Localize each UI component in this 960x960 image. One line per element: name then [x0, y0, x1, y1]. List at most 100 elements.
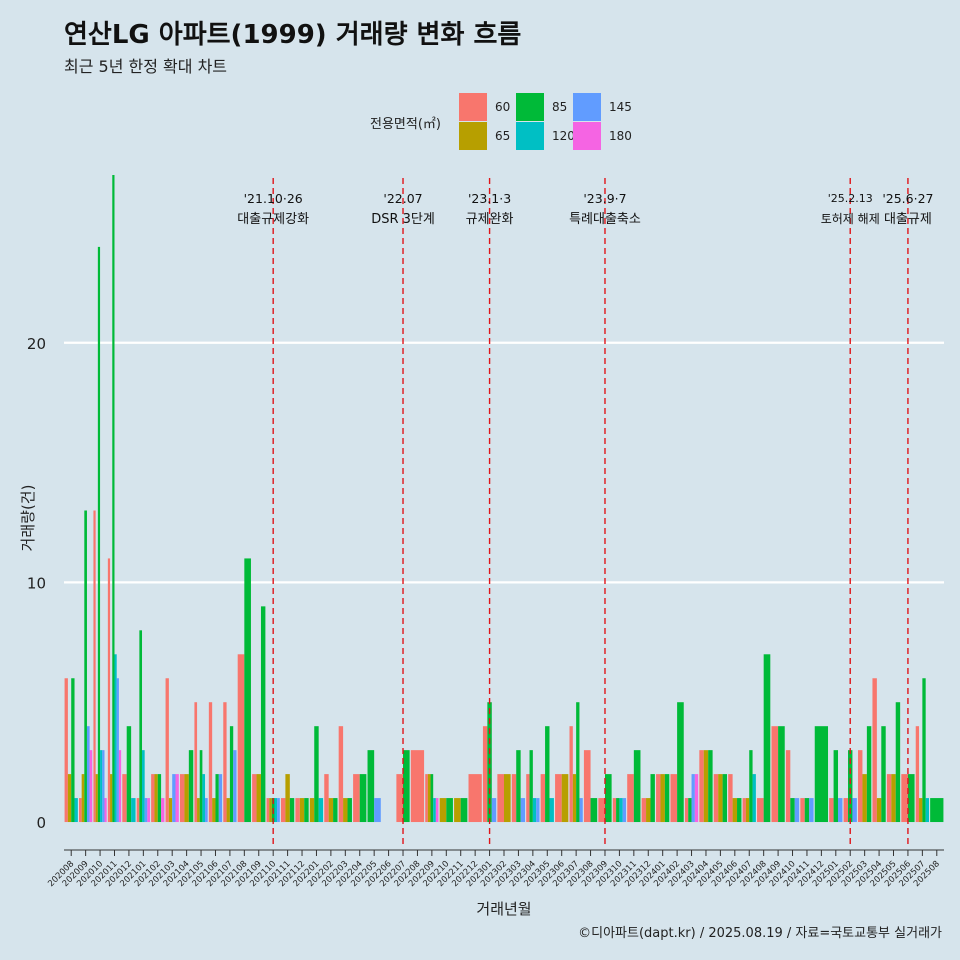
bar-202307-145	[579, 798, 583, 823]
annotation-label: 규제완화	[466, 212, 514, 227]
bar-202402-85	[677, 702, 684, 823]
bar-202501-85	[833, 750, 839, 823]
bar-202405-60	[713, 774, 719, 823]
bar-202401-60	[656, 774, 661, 823]
bar-202103-180	[175, 774, 179, 823]
legend-label: 65	[495, 129, 511, 143]
bar-202408-85	[763, 654, 771, 823]
bar-202209-180	[435, 798, 439, 823]
bar-202403-60	[684, 798, 689, 823]
bar-202010-85	[97, 246, 101, 823]
bar-202109-65	[256, 774, 261, 823]
bar-202011-60	[107, 558, 111, 823]
bar-202504-85	[881, 726, 886, 823]
bar-202203-85	[347, 798, 352, 823]
bar-202501-145	[838, 798, 843, 823]
bar-202405-85	[722, 774, 728, 823]
bar-202107-65	[226, 798, 230, 823]
bar-202404-65	[703, 750, 709, 823]
bar-202307-85	[576, 702, 580, 823]
bar-202508-85	[930, 798, 944, 823]
bar-202204-85	[359, 774, 367, 823]
y-tick-label: 20	[27, 335, 46, 353]
annotation-label: 대출규제강화	[237, 212, 309, 227]
bar-202507-85	[922, 678, 926, 823]
bar-202201-65	[309, 798, 315, 823]
bar-202302-65	[504, 774, 511, 823]
bar-202209-65	[427, 774, 431, 823]
bar-202207-85	[403, 750, 410, 823]
bar-202504-60	[872, 678, 877, 823]
bar-202209-85	[430, 774, 434, 823]
legend-label: 60	[495, 100, 511, 114]
bar-202408-60	[757, 798, 764, 823]
bar-202008-60	[64, 678, 68, 823]
bar-202506-85	[907, 774, 915, 823]
bar-202504-65	[876, 798, 882, 823]
bar-202403-145	[691, 774, 695, 823]
bar-202012-60	[122, 774, 127, 823]
bar-202312-85	[650, 774, 655, 823]
bar-202102-65	[154, 774, 158, 823]
legend-item-120: 120	[516, 122, 575, 150]
bar-202410-85	[790, 798, 795, 823]
bar-202104-60	[179, 774, 185, 823]
bar-202406-60	[728, 774, 733, 823]
bar-202209-120	[433, 798, 436, 823]
bar-202010-120	[100, 750, 103, 823]
bars	[64, 175, 944, 823]
bar-202106-65	[212, 798, 216, 823]
bar-202403-180	[694, 774, 699, 823]
bar-202106-145	[218, 774, 223, 823]
bar-202503-85	[866, 726, 872, 823]
legend-swatch	[573, 93, 601, 121]
annotation-label: 대출규제	[884, 212, 932, 227]
bar-202204-60	[353, 774, 360, 823]
annotation-date: '25.6·27	[882, 191, 933, 206]
bar-202307-65	[572, 774, 577, 823]
bar-202012-85	[126, 726, 132, 823]
bar-202009-180	[89, 750, 93, 823]
legend-label: 145	[609, 100, 632, 114]
legend-item-145: 145	[573, 93, 632, 121]
bar-202202-85	[333, 798, 338, 823]
bar-202309-60	[598, 798, 605, 823]
bar-202209-60	[425, 774, 428, 823]
bar-202310-85	[616, 798, 620, 823]
bar-202312-65	[646, 798, 651, 823]
bar-202105-120	[202, 774, 206, 823]
bar-202008-65	[67, 774, 72, 823]
bar-202110-120	[274, 798, 278, 823]
annotation-label: 특례대출축소	[569, 212, 641, 227]
bar-202010-65	[95, 774, 98, 823]
bar-202103-60	[165, 678, 169, 823]
bar-202111-60	[280, 798, 286, 823]
bar-202109-85	[260, 606, 266, 823]
legend-swatch	[459, 122, 487, 150]
bar-202102-180	[161, 798, 165, 823]
bar-202301-60	[482, 726, 488, 823]
legend-item-180: 180	[573, 122, 632, 150]
bar-202404-60	[699, 750, 704, 823]
bar-202411-145	[809, 798, 814, 823]
chart-subtitle: 최근 5년 한정 확대 차트	[64, 57, 228, 76]
legend-swatch	[573, 122, 601, 150]
bar-202011-85	[112, 175, 115, 823]
bar-202201-120	[318, 798, 324, 823]
bar-202212-60	[468, 774, 482, 823]
bar-202407-85	[749, 750, 753, 823]
source-caption: ©디아파트(dapt.kr) / 2025.08.19 / 자료=국토교통부 실…	[578, 926, 942, 941]
bar-202308-60	[583, 750, 591, 823]
bar-202207-60	[396, 774, 404, 823]
bar-202009-145	[86, 726, 90, 823]
annotations: '21.10·26 대출규제강화 '22.07 DSR 3단계 '23.1·3 규제완화 '…	[237, 178, 934, 846]
y-tick-label: 0	[36, 814, 46, 832]
bar-202312-60	[641, 798, 647, 823]
bar-202010-60	[93, 510, 96, 823]
bar-202304-120	[532, 798, 537, 823]
bar-202009-85	[84, 510, 87, 823]
bar-202502-145	[852, 798, 857, 823]
bar-202502-85	[848, 750, 853, 823]
bar-202101-85	[139, 630, 143, 823]
bar-202308-85	[590, 798, 598, 823]
